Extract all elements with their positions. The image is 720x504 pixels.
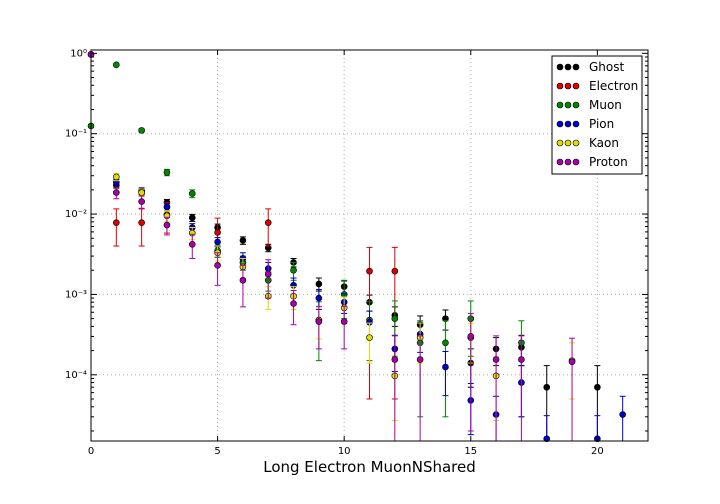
legend-label: Proton (589, 155, 628, 169)
data-point (619, 411, 626, 418)
legend-marker (572, 139, 580, 147)
legend-label: Muon (589, 98, 622, 112)
y-tick-label: 10⁻² (65, 209, 87, 220)
x-tick-label: 15 (464, 446, 477, 457)
y-tick-label: 10⁻¹ (65, 129, 87, 140)
legend-marker (564, 82, 572, 90)
data-point (138, 189, 145, 196)
data-point (594, 383, 601, 391)
x-tick-label: 0 (88, 446, 94, 457)
legend-marker (556, 158, 564, 166)
data-point (188, 190, 196, 197)
data-point (138, 198, 145, 205)
data-point (315, 318, 323, 325)
legend-marker (564, 120, 572, 128)
data-point (113, 61, 120, 69)
legend-marker (556, 139, 564, 147)
data-point (467, 333, 475, 340)
data-point (214, 229, 221, 236)
legend-label: Kaon (589, 136, 619, 150)
legend-marker (556, 82, 564, 90)
data-point (366, 267, 373, 275)
legend-marker (572, 101, 580, 109)
data-point (214, 238, 221, 246)
legend-marker (556, 101, 564, 109)
legend-label: Electron (589, 79, 638, 93)
legend-marker (572, 82, 580, 90)
data-point (543, 383, 551, 391)
x-tick-label: 10 (338, 446, 351, 457)
legend-box (551, 55, 643, 175)
data-point (543, 435, 551, 443)
legend-marker (556, 63, 564, 71)
data-point (138, 127, 145, 134)
data-point (442, 363, 449, 371)
data-point (290, 300, 297, 307)
data-point (264, 270, 272, 278)
data-point (442, 339, 449, 347)
data-point (239, 237, 247, 244)
legend-marker (572, 158, 580, 166)
axis-ticks: 0 5 10 15 20 10⁻⁴ 10⁻³ 10⁻² 10⁻¹ 10⁰ (65, 48, 648, 457)
data-point (391, 356, 399, 363)
legend-marker (564, 139, 572, 147)
data-point (416, 356, 424, 363)
data-point (163, 169, 171, 176)
data-points (87, 51, 626, 443)
data-point (113, 173, 120, 181)
data-point (163, 221, 171, 229)
data-point (391, 267, 399, 275)
legend-marker (564, 158, 572, 166)
data-point (113, 189, 120, 196)
y-tick-label: 10⁻³ (65, 289, 87, 300)
legend-marker (572, 120, 580, 128)
data-point (138, 219, 145, 227)
x-axis-label: Long Electron MuonNShared (263, 458, 476, 476)
legend-marker (572, 63, 580, 71)
data-point (163, 203, 171, 211)
y-tick-label: 10⁻⁴ (65, 370, 87, 381)
data-point (315, 280, 323, 288)
data-point (366, 334, 373, 341)
y-tick-label: 10⁰ (70, 48, 87, 59)
legend-label: Pion (589, 117, 614, 131)
x-tick-label: 20 (591, 446, 604, 457)
data-point (188, 241, 196, 248)
data-point (315, 294, 323, 302)
legend-marker (564, 63, 572, 71)
data-point (568, 358, 576, 366)
data-point (290, 266, 297, 274)
data-point (239, 276, 247, 284)
legend-marker (564, 101, 572, 109)
data-point (188, 214, 196, 222)
data-point (264, 219, 272, 227)
plot-frame (90, 49, 649, 442)
data-point (492, 356, 500, 363)
data-point (518, 356, 525, 363)
x-tick-label: 5 (214, 446, 220, 457)
legend: Ghost Electron Muon Pion Kaon Proton (551, 55, 643, 175)
legend-label: Ghost (589, 60, 624, 74)
data-point (214, 262, 221, 269)
data-point (340, 318, 348, 325)
data-point (113, 219, 120, 227)
data-point (391, 315, 399, 322)
legend-marker (556, 120, 564, 128)
